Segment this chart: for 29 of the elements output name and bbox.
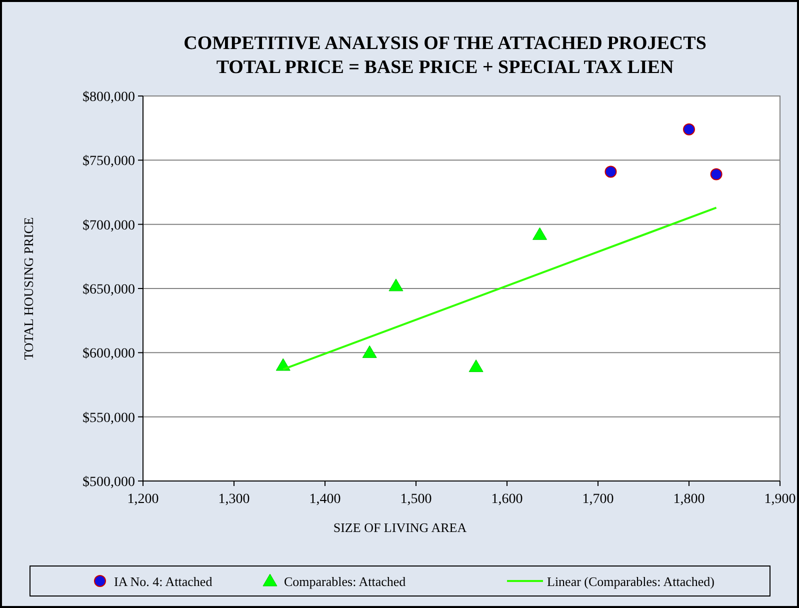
point <box>604 166 617 178</box>
point <box>362 345 377 358</box>
x-tick-label: 1,800 <box>673 492 705 507</box>
x-tick-label: 1,400 <box>309 492 341 507</box>
y-tick-label: $600,000 <box>82 346 135 362</box>
x-axis-title: SIZE OF LIVING AREA <box>333 520 468 535</box>
y-tick-label: $550,000 <box>82 410 135 426</box>
y-tick-label: $750,000 <box>82 154 135 170</box>
x-tick-label: 1,300 <box>218 492 250 507</box>
x-tick-label: 1,900 <box>764 492 796 507</box>
y-tick-label: $500,000 <box>82 475 135 490</box>
x-tick-label: 1,600 <box>491 492 523 507</box>
x-tick-label: 1,200 <box>127 492 159 507</box>
chart-subtitle: TOTAL PRICE = BASE PRICE + SPECIAL TAX LIEN <box>216 57 674 78</box>
chart-title: COMPETITIVE ANALYSIS OF THE ATTACHED PROJECTS <box>184 33 706 54</box>
point <box>468 360 484 372</box>
legend-label: IA No. 4: Attached <box>114 574 213 589</box>
y-tick-label: $700,000 <box>82 218 135 234</box>
legend-label: Linear (Comparables: Attached) <box>547 574 714 589</box>
point <box>388 278 404 292</box>
point <box>532 227 548 240</box>
point <box>710 168 722 180</box>
y-axis-title: TOTAL HOUSING PRICE <box>21 217 36 360</box>
y-tick-label: $650,000 <box>82 282 135 298</box>
legend-label: Comparables: Attached <box>284 574 406 589</box>
x-tick-label: 1,700 <box>582 492 614 507</box>
point <box>683 123 695 136</box>
x-tick-label: 1,500 <box>400 492 432 507</box>
y-tick-label: $800,000 <box>82 90 135 105</box>
